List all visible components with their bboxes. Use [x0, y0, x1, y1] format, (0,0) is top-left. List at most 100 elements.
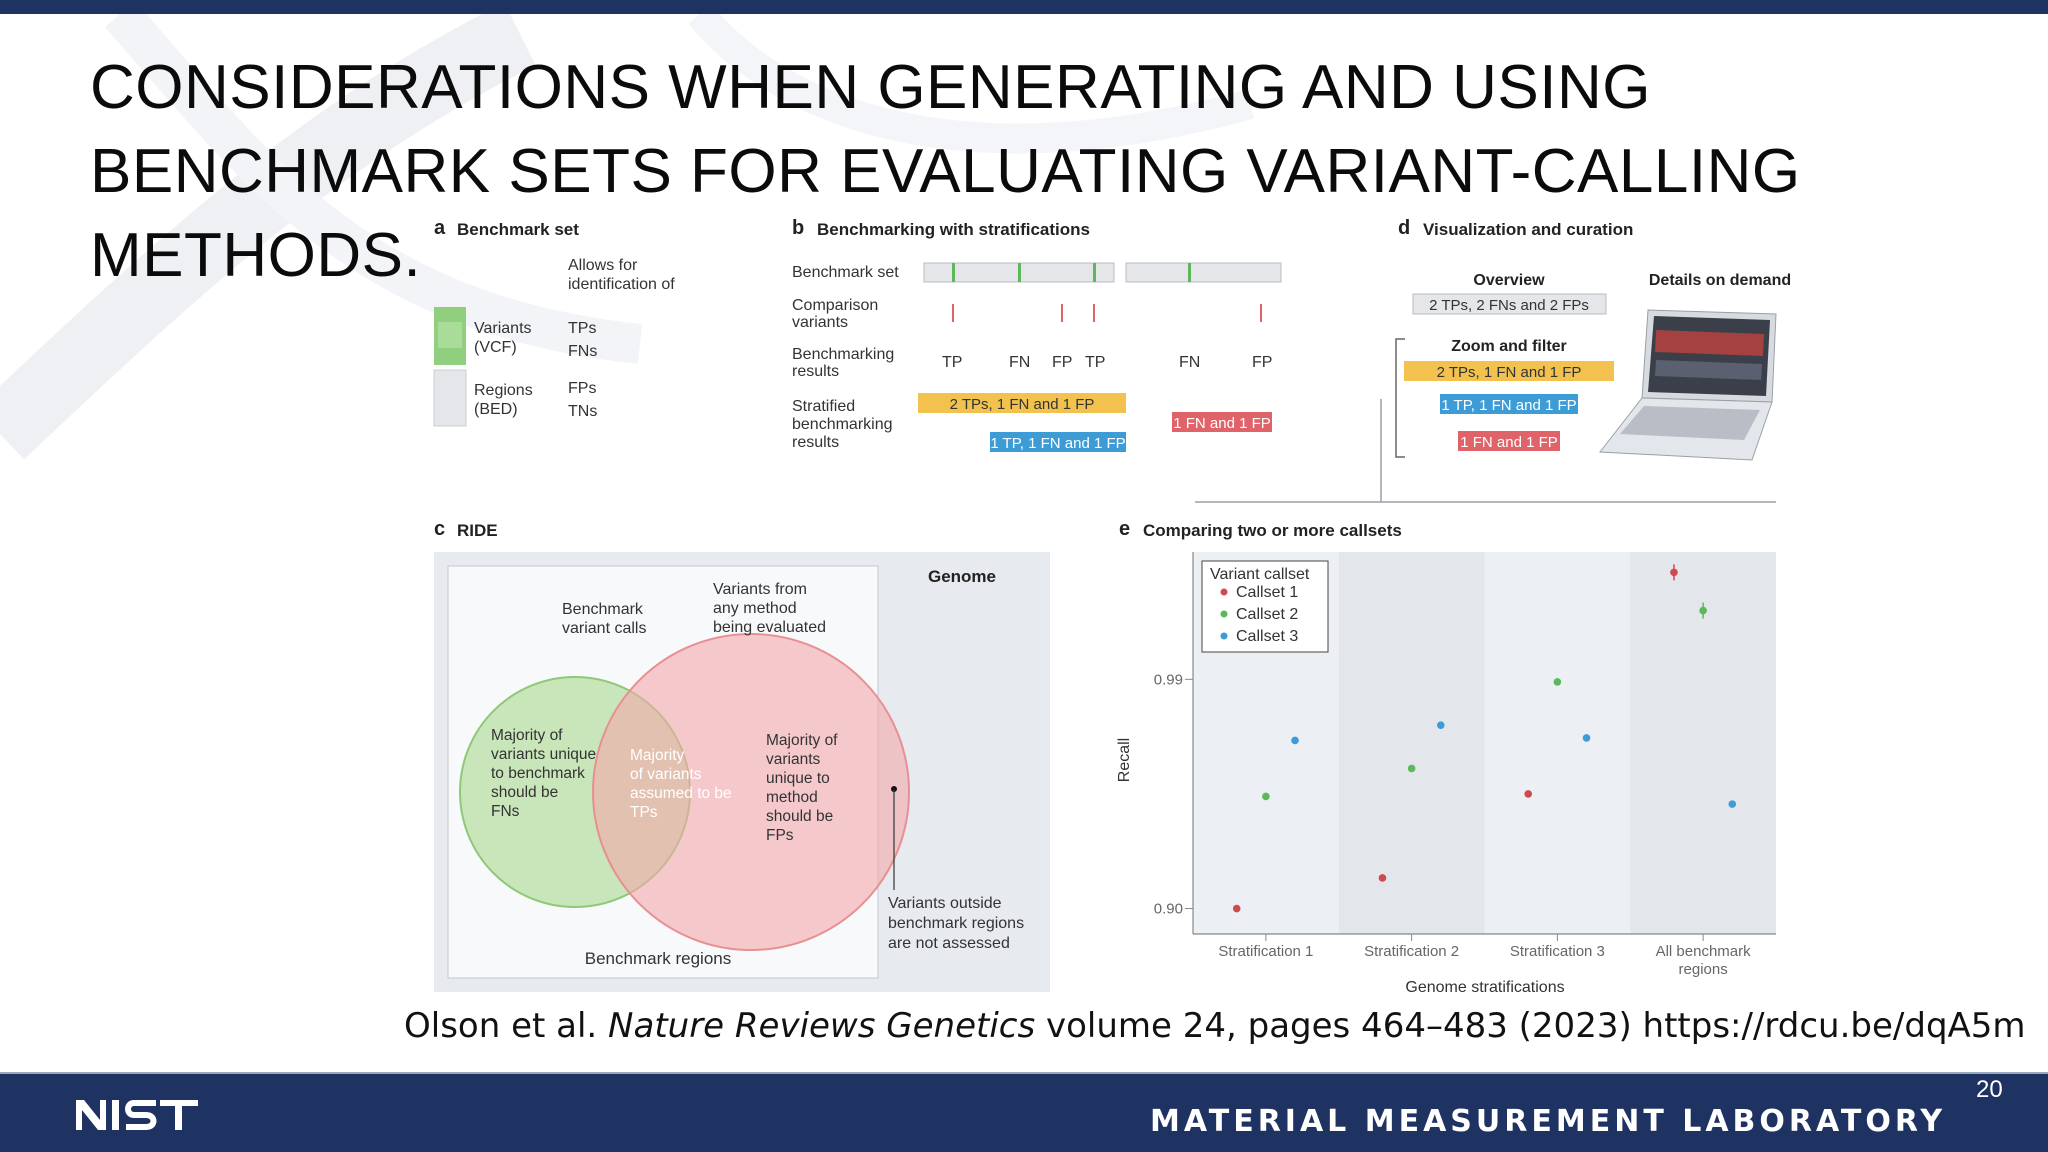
- panel-e-letter: e: [1119, 518, 1130, 540]
- any-method-label: being evaluated: [713, 619, 826, 636]
- mid-text: assumed to be: [630, 785, 732, 802]
- row-label: Benchmarking: [792, 346, 894, 363]
- benchmark-region-bar: [1125, 262, 1282, 283]
- data-point: [1262, 792, 1270, 801]
- tps-label: TPs: [568, 320, 596, 337]
- regions-label: Regions: [474, 382, 533, 399]
- regions-label: (BED): [474, 401, 518, 418]
- footer-divider: [0, 1072, 2048, 1074]
- left-text: to benchmark: [491, 765, 585, 782]
- citation-journal: Nature Reviews Genetics: [608, 1006, 1036, 1046]
- y-tick-label: 0.99: [1154, 671, 1183, 688]
- row-label: results: [792, 363, 839, 380]
- blue-result-box: [990, 432, 1126, 452]
- result-label: FP: [1252, 354, 1272, 371]
- result-label: FN: [1179, 354, 1200, 371]
- row-label: Comparison: [792, 297, 878, 314]
- data-point: [1436, 721, 1445, 729]
- panel-b-title: Benchmarking with stratifications: [817, 220, 1090, 239]
- result-label: FN: [1009, 354, 1030, 371]
- regions-swatch: [433, 369, 467, 427]
- zoom-yellow-box: [1404, 361, 1614, 381]
- data-point: [1699, 606, 1707, 615]
- title-line: METHODS.: [90, 221, 422, 290]
- left-text: Majority of: [491, 727, 563, 744]
- data-point: [1582, 734, 1591, 742]
- allows-line: Allows for: [568, 257, 638, 274]
- x-tick-label: regions: [1679, 961, 1728, 978]
- panel-d: d Visualization and curation Overview De…: [1195, 217, 1791, 503]
- left-text: FNs: [491, 803, 520, 820]
- x-tick-label: Stratification 3: [1510, 943, 1605, 960]
- data-point: [1378, 874, 1387, 882]
- genome-label: Genome: [928, 567, 996, 586]
- laptop-icon: [1599, 309, 1777, 461]
- stratification-band: [1338, 552, 1485, 934]
- panel-d-title: Visualization and curation: [1423, 220, 1633, 239]
- stratification-band: [1484, 552, 1631, 934]
- variants-label: (VCF): [474, 339, 517, 356]
- row-label: benchmarking: [792, 416, 893, 433]
- any-method-label: any method: [713, 600, 797, 617]
- citation-details: volume 24, pages 464–483 (2023) https://…: [1035, 1006, 2026, 1046]
- zoom-heading: Zoom and filter: [1451, 338, 1567, 355]
- x-tick-label: Stratification 2: [1364, 943, 1459, 960]
- yellow-result-box: [918, 393, 1126, 413]
- left-text: variants unique: [491, 746, 596, 763]
- panel-c-letter: c: [434, 518, 445, 540]
- result-label: TP: [942, 354, 962, 371]
- right-text: variants: [766, 751, 821, 768]
- zoom-blue-text: 1 TP, 1 FN and 1 FP: [1441, 397, 1576, 414]
- right-text: should be: [766, 808, 833, 825]
- right-text: method: [766, 789, 818, 806]
- panel-d-letter: d: [1398, 217, 1410, 239]
- legend-entry: Callset 1: [1236, 584, 1298, 601]
- panel-a-title: Benchmark set: [457, 220, 579, 239]
- bench-calls-label: variant calls: [562, 620, 646, 637]
- slide-title: CONSIDERATIONS WHEN GENERATING AND USING…: [90, 46, 1800, 298]
- left-text: should be: [491, 784, 558, 801]
- right-text: unique to: [766, 770, 830, 787]
- citation-authors: Olson et al.: [404, 1006, 609, 1046]
- outside-text: Variants outside: [888, 895, 1002, 912]
- panel-e-title: Comparing two or more callsets: [1143, 521, 1402, 540]
- right-text: FPs: [766, 827, 794, 844]
- panel-b: b Benchmarking with stratifications Benc…: [792, 217, 1282, 452]
- bench-calls-label: Benchmark: [562, 601, 644, 618]
- red-result-text: 1 FN and 1 FP: [1173, 415, 1271, 432]
- overview-heading: Overview: [1473, 272, 1545, 289]
- allows-line: identification of: [568, 276, 675, 293]
- details-heading: Details on demand: [1649, 272, 1791, 289]
- data-point: [1553, 678, 1562, 686]
- fns-label: FNs: [568, 343, 597, 360]
- data-point: [1728, 800, 1737, 808]
- any-method-label: Variants from: [713, 581, 807, 598]
- zoom-yellow-text: 2 TPs, 1 FN and 1 FP: [1437, 364, 1582, 381]
- row-label: results: [792, 434, 839, 451]
- x-axis-label: Genome stratifications: [1405, 979, 1564, 996]
- top-bar: [0, 0, 2048, 14]
- mid-text: Majority: [630, 747, 685, 764]
- legend-marker: [1220, 588, 1228, 596]
- legend-entry: Callset 2: [1236, 606, 1298, 623]
- y-tick-label: 0.90: [1154, 901, 1183, 918]
- y-axis-label: Recall: [1116, 738, 1133, 782]
- overview-box: [1412, 293, 1607, 315]
- zoom-red-box: [1458, 431, 1560, 451]
- tns-label: TNs: [568, 403, 597, 420]
- zoom-blue-box: [1440, 394, 1578, 414]
- title-line: CONSIDERATIONS WHEN GENERATING AND USING: [90, 53, 1651, 122]
- panel-c-title: RIDE: [457, 521, 498, 540]
- legend-marker: [1220, 632, 1228, 640]
- row-label: variants: [792, 314, 848, 331]
- bench-regions-label: Benchmark regions: [585, 949, 731, 968]
- panel-e: e Comparing two or more callsets 0.90 0.9…: [1116, 518, 1776, 996]
- data-point: [1232, 904, 1241, 913]
- zoom-red-text: 1 FN and 1 FP: [1460, 434, 1558, 451]
- panel-a: a Benchmark set Allows for identificatio…: [433, 217, 675, 427]
- data-point: [1670, 568, 1678, 577]
- method-circle: [592, 633, 910, 951]
- x-tick-label: Stratification 1: [1218, 943, 1313, 960]
- data-point: [1524, 790, 1533, 798]
